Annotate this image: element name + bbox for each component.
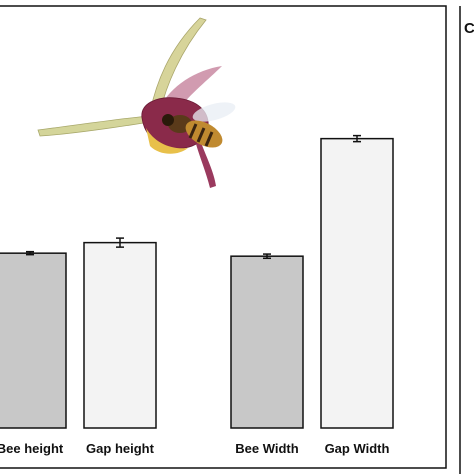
tick-labels-layer: Bee height Gap height Bee Width Gap Width	[0, 441, 389, 456]
tick-label-gap-height: Gap height	[86, 441, 155, 456]
error-bar-gap-width	[353, 134, 361, 143]
flower-lower-petal	[196, 140, 216, 188]
bee-stripes	[188, 123, 214, 147]
error-bars-layer	[26, 134, 361, 260]
error-bar-gap-height	[116, 237, 124, 248]
bars-layer	[0, 137, 394, 429]
bee-head	[162, 114, 174, 126]
tick-label-gap-width: Gap Width	[325, 441, 390, 456]
tick-label-bee-height: Bee height	[0, 441, 64, 456]
bar-bee-width	[230, 255, 304, 429]
error-bar-bee-height	[26, 250, 34, 256]
error-bar-bee-width	[263, 253, 271, 260]
bar-gap-height	[83, 241, 157, 429]
adjacent-panel-letter: C	[464, 20, 474, 37]
bee-on-flower-illustration	[37, 17, 236, 188]
bar-gap-width	[320, 137, 394, 429]
bee-wing	[192, 102, 236, 122]
tick-label-bee-width: Bee Width	[235, 441, 298, 456]
bar-bee-height	[0, 252, 67, 429]
flower-lip	[146, 128, 188, 154]
flower-upper-sepal	[149, 17, 207, 113]
